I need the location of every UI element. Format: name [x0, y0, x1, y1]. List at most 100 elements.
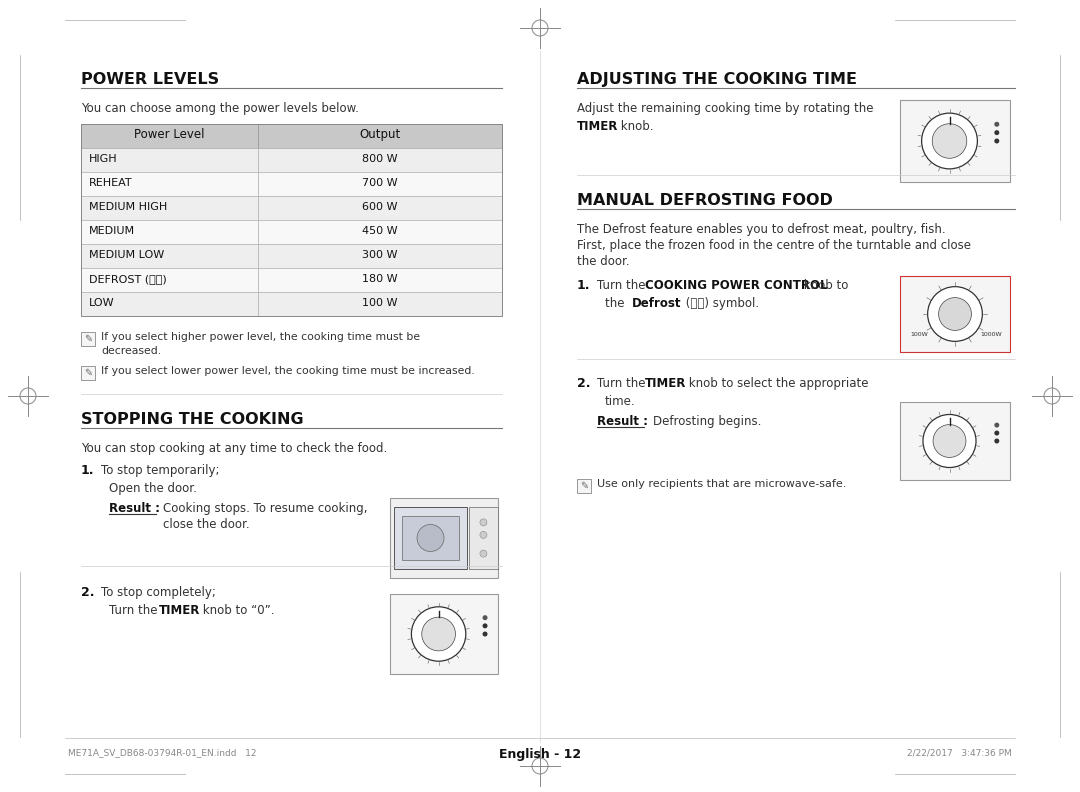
Text: 800 W: 800 W	[362, 154, 397, 164]
Text: Defrost: Defrost	[632, 297, 681, 310]
Text: REHEAT: REHEAT	[89, 178, 133, 188]
Text: First, place the frozen food in the centre of the turntable and close: First, place the frozen food in the cent…	[577, 239, 971, 252]
Bar	[81, 148, 502, 172]
Bar	[81, 332, 95, 346]
Text: English - 12: English - 12	[499, 748, 581, 761]
Text: The Defrost feature enables you to defrost meat, poultry, fish.: The Defrost feature enables you to defro…	[577, 223, 946, 236]
Text: 450 W: 450 W	[362, 226, 397, 236]
Bar	[81, 124, 502, 148]
Text: You can stop cooking at any time to check the food.: You can stop cooking at any time to chec…	[81, 442, 388, 455]
Circle shape	[480, 519, 487, 526]
Bar	[81, 366, 95, 380]
Text: 2.: 2.	[81, 586, 95, 599]
Bar	[81, 244, 502, 268]
Text: You can choose among the power levels below.: You can choose among the power levels be…	[81, 102, 359, 115]
Text: Cooking stops. To resume cooking,: Cooking stops. To resume cooking,	[163, 502, 367, 515]
Bar	[81, 268, 502, 292]
Text: Turn the: Turn the	[109, 604, 161, 617]
Bar	[81, 220, 502, 244]
Bar	[390, 594, 498, 674]
Text: decreased.: decreased.	[102, 346, 161, 356]
Text: MEDIUM HIGH: MEDIUM HIGH	[89, 202, 167, 212]
Text: HIGH: HIGH	[89, 154, 118, 164]
Text: To stop completely;: To stop completely;	[102, 586, 216, 599]
Text: Output: Output	[360, 128, 401, 141]
Text: the: the	[605, 297, 629, 310]
Circle shape	[995, 139, 999, 143]
Text: Result :: Result :	[109, 502, 160, 515]
Text: MANUAL DEFROSTING FOOD: MANUAL DEFROSTING FOOD	[577, 193, 833, 208]
Circle shape	[928, 287, 983, 341]
Text: 100W: 100W	[910, 332, 928, 337]
Text: 100 W: 100 W	[362, 298, 397, 308]
Bar	[469, 507, 498, 569]
Text: 1.: 1.	[577, 279, 591, 292]
Text: ME71A_SV_DB68-03794R-01_EN.indd   12: ME71A_SV_DB68-03794R-01_EN.indd 12	[68, 748, 257, 757]
Circle shape	[995, 423, 999, 428]
Text: Use only recipients that are microwave-safe.: Use only recipients that are microwave-s…	[597, 479, 847, 489]
Circle shape	[421, 617, 456, 651]
Text: 180 W: 180 W	[362, 274, 397, 284]
Text: MEDIUM LOW: MEDIUM LOW	[89, 250, 164, 260]
Text: 300 W: 300 W	[362, 250, 397, 260]
Text: knob to select the appropriate: knob to select the appropriate	[685, 377, 868, 390]
Text: If you select lower power level, the cooking time must be increased.: If you select lower power level, the coo…	[102, 366, 475, 376]
Text: ✎: ✎	[84, 334, 92, 344]
Circle shape	[995, 439, 999, 444]
Bar	[394, 507, 467, 569]
Text: TIMER: TIMER	[645, 377, 687, 390]
Circle shape	[995, 130, 999, 135]
Circle shape	[939, 298, 971, 330]
Text: COOKING POWER CONTROL: COOKING POWER CONTROL	[645, 279, 827, 292]
Bar	[81, 172, 502, 196]
Circle shape	[933, 425, 966, 458]
Text: the door.: the door.	[577, 255, 630, 268]
Text: Turn the: Turn the	[597, 377, 649, 390]
Circle shape	[932, 124, 967, 158]
Text: DEFROST (豹豹): DEFROST (豹豹)	[89, 274, 166, 284]
Text: Adjust the remaining cooking time by rotating the: Adjust the remaining cooking time by rot…	[577, 102, 874, 115]
Circle shape	[417, 524, 444, 551]
Text: knob.: knob.	[617, 120, 653, 133]
Circle shape	[480, 531, 487, 539]
Text: 1000W: 1000W	[980, 332, 1001, 337]
Circle shape	[483, 631, 487, 637]
Text: To stop temporarily;: To stop temporarily;	[102, 464, 219, 477]
Text: TIMER: TIMER	[159, 604, 201, 617]
Bar	[81, 196, 502, 220]
Bar	[402, 516, 459, 561]
Text: STOPPING THE COOKING: STOPPING THE COOKING	[81, 412, 303, 427]
Text: ADJUSTING THE COOKING TIME: ADJUSTING THE COOKING TIME	[577, 72, 858, 87]
Text: knob to: knob to	[800, 279, 849, 292]
Circle shape	[995, 431, 999, 436]
Text: Defrosting begins.: Defrosting begins.	[653, 415, 761, 428]
Text: LOW: LOW	[89, 298, 114, 308]
Text: ✎: ✎	[580, 481, 589, 491]
Text: Turn the: Turn the	[597, 279, 649, 292]
Text: time.: time.	[605, 395, 636, 408]
Circle shape	[483, 615, 487, 620]
Text: 2.: 2.	[577, 377, 591, 390]
Text: ✎: ✎	[84, 368, 92, 378]
Text: POWER LEVELS: POWER LEVELS	[81, 72, 219, 87]
Bar	[900, 402, 1010, 480]
Bar	[81, 124, 502, 316]
Circle shape	[411, 607, 465, 661]
Circle shape	[480, 550, 487, 557]
Bar	[390, 498, 498, 578]
Bar	[577, 479, 591, 493]
Text: Power Level: Power Level	[134, 128, 205, 141]
Text: 600 W: 600 W	[362, 202, 397, 212]
Circle shape	[923, 414, 976, 467]
Circle shape	[995, 122, 999, 127]
Text: close the door.: close the door.	[163, 518, 249, 531]
Text: knob to “0”.: knob to “0”.	[199, 604, 274, 617]
Circle shape	[921, 113, 977, 169]
Text: (豹豹) symbol.: (豹豹) symbol.	[681, 297, 759, 310]
Text: Open the door.: Open the door.	[109, 482, 197, 495]
Text: Result :: Result :	[597, 415, 648, 428]
Text: TIMER: TIMER	[577, 120, 619, 133]
Text: 2/22/2017   3:47:36 PM: 2/22/2017 3:47:36 PM	[907, 748, 1012, 757]
Bar	[81, 292, 502, 316]
Text: If you select higher power level, the cooking time must be: If you select higher power level, the co…	[102, 332, 420, 342]
